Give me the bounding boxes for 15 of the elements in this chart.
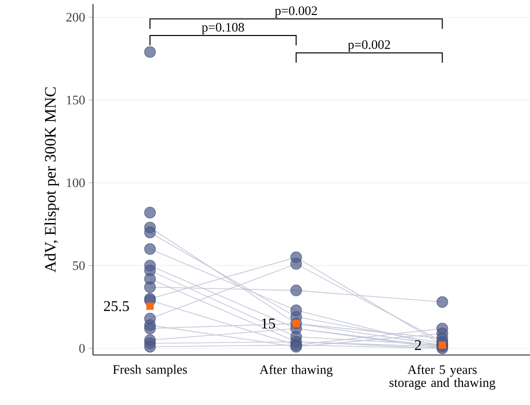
y-tick-label: 50 — [73, 261, 85, 270]
annotation: p=0.108 — [202, 22, 244, 34]
annotation: p=0.002 — [348, 40, 390, 52]
y-tick-label: 200 — [66, 12, 85, 22]
x-tick-label: Fresh samples — [112, 364, 187, 377]
data-label: 2 — [414, 340, 421, 350]
y-tick-label: 100 — [66, 178, 85, 188]
annotation: p=0.002 — [274, 6, 317, 18]
y-tick-label: 0 — [79, 344, 85, 353]
y-axis-title: AdV, Elispot per 300K MNC — [44, 87, 59, 272]
data-label: 15 — [262, 318, 276, 329]
y-tick-label: 150 — [66, 96, 85, 104]
data-label: 25.5 — [104, 301, 129, 312]
x-tick-label: After 5 years storage and thawing — [390, 364, 496, 390]
x-tick-label: After thawing — [260, 364, 333, 377]
